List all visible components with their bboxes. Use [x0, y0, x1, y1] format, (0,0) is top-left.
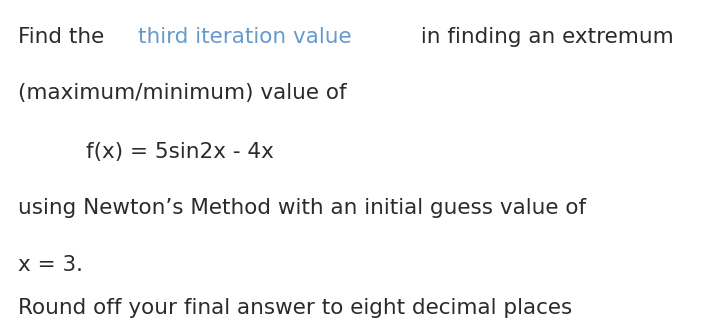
Text: x = 3.: x = 3. [18, 255, 83, 275]
Text: Round off your final answer to eight decimal places: Round off your final answer to eight dec… [18, 298, 572, 317]
Text: using Newton’s Method with an initial guess value of: using Newton’s Method with an initial gu… [18, 199, 586, 218]
Text: third iteration value: third iteration value [138, 27, 352, 47]
Text: f(x) = 5sin2x - 4x: f(x) = 5sin2x - 4x [86, 143, 274, 162]
Text: Find the: Find the [18, 27, 111, 47]
Text: in finding an extremum: in finding an extremum [413, 27, 674, 47]
Text: (maximum/minimum) value of: (maximum/minimum) value of [18, 83, 347, 103]
